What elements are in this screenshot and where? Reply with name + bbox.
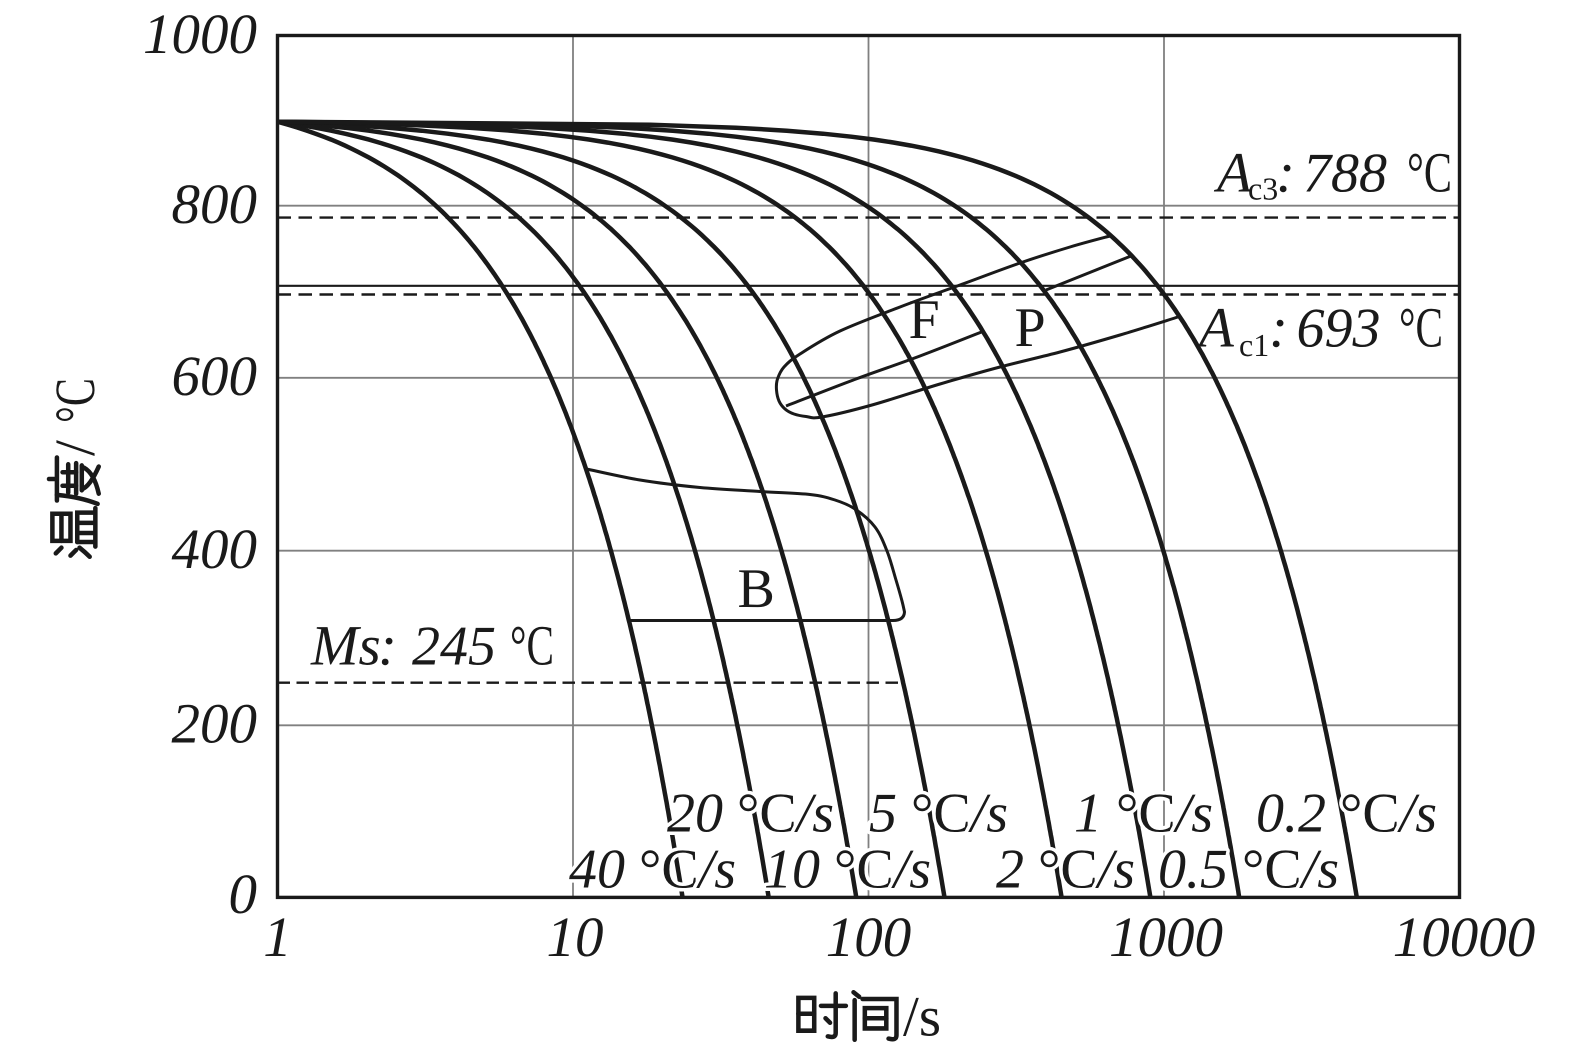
svg-text:F: F	[909, 289, 940, 351]
svg-text:400: 400	[172, 518, 258, 581]
svg-text:c3: c3	[1248, 172, 1278, 207]
svg-text:A: A	[1195, 296, 1235, 359]
svg-text:1 °C/s: 1 °C/s	[1074, 783, 1213, 845]
svg-text:10000: 10000	[1393, 906, 1536, 969]
svg-text:1000: 1000	[143, 3, 257, 66]
svg-text::: :	[1276, 141, 1295, 204]
svg-text:c1: c1	[1239, 328, 1269, 363]
svg-text:10: 10	[547, 906, 604, 969]
svg-text:0.2 °C/s: 0.2 °C/s	[1256, 783, 1437, 845]
svg-text:A: A	[1213, 141, 1253, 204]
svg-text:0.5 °C/s: 0.5 °C/s	[1158, 839, 1339, 901]
svg-text:693: 693	[1297, 297, 1381, 359]
svg-text:/s: /s	[903, 986, 941, 1049]
svg-text:1000: 1000	[1109, 906, 1223, 969]
svg-text:°C: °C	[1407, 141, 1452, 204]
svg-text:1: 1	[263, 906, 292, 969]
svg-text:800: 800	[172, 173, 258, 236]
svg-text:°C: °C	[1399, 296, 1443, 359]
svg-text:20 °C/s: 20 °C/s	[667, 783, 834, 845]
svg-text::: :	[1269, 296, 1288, 359]
svg-text::: :	[378, 614, 397, 677]
svg-text:2 °C/s: 2 °C/s	[996, 839, 1135, 901]
svg-text:P: P	[1015, 297, 1046, 359]
svg-text:0: 0	[229, 863, 258, 926]
svg-text:10 °C/s: 10 °C/s	[764, 839, 931, 901]
svg-text:°C: °C	[510, 614, 554, 677]
svg-text:5 °C/s: 5 °C/s	[869, 783, 1008, 845]
svg-text:600: 600	[172, 345, 258, 408]
svg-text:788: 788	[1303, 142, 1387, 204]
svg-text:/: /	[44, 440, 107, 456]
svg-text:°C: °C	[44, 378, 107, 423]
svg-text:Ms: Ms	[310, 614, 381, 677]
svg-text:200: 200	[172, 693, 258, 756]
svg-text:40 °C/s: 40 °C/s	[569, 839, 736, 901]
svg-text:100: 100	[826, 906, 912, 969]
svg-text:B: B	[738, 558, 775, 620]
svg-text:245: 245	[412, 615, 496, 677]
